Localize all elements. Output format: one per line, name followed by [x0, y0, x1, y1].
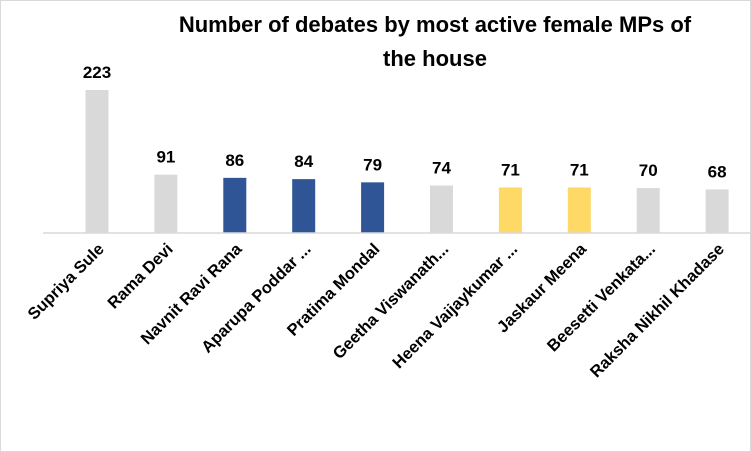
chart-title-line-2: the house: [383, 46, 487, 71]
chart-title-line-1: Number of debates by most active female …: [179, 12, 692, 37]
bar: [361, 182, 385, 233]
bar: [85, 90, 109, 233]
bar: [636, 188, 660, 233]
bar: [705, 189, 729, 233]
bar: [223, 177, 247, 233]
bar: [154, 174, 178, 233]
data-label: 91: [156, 148, 175, 167]
data-label: 70: [639, 161, 658, 180]
bar: [498, 187, 522, 233]
data-label: 223: [83, 63, 111, 82]
data-label: 68: [708, 162, 727, 181]
data-label: 71: [501, 160, 520, 179]
bar: [292, 179, 316, 233]
data-label: 74: [432, 159, 451, 178]
data-label: 79: [363, 155, 382, 174]
bar: [430, 185, 453, 233]
data-label: 71: [570, 160, 589, 179]
data-label: 86: [225, 151, 244, 170]
bar: [567, 187, 591, 233]
data-label: 84: [294, 152, 313, 171]
